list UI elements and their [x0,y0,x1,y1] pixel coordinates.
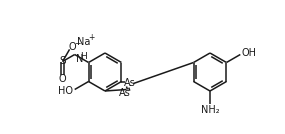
Text: NH₂: NH₂ [201,105,219,115]
Text: Na: Na [77,37,90,47]
Text: O: O [59,75,66,85]
Text: HO: HO [58,85,73,96]
Text: H: H [80,52,87,61]
Text: O: O [69,42,76,52]
Text: As: As [119,88,130,98]
Text: N: N [76,53,83,64]
Text: +: + [88,33,95,42]
Text: OH: OH [242,49,257,59]
Text: −: − [74,39,81,48]
Text: S: S [59,57,66,66]
Text: As: As [124,79,135,88]
